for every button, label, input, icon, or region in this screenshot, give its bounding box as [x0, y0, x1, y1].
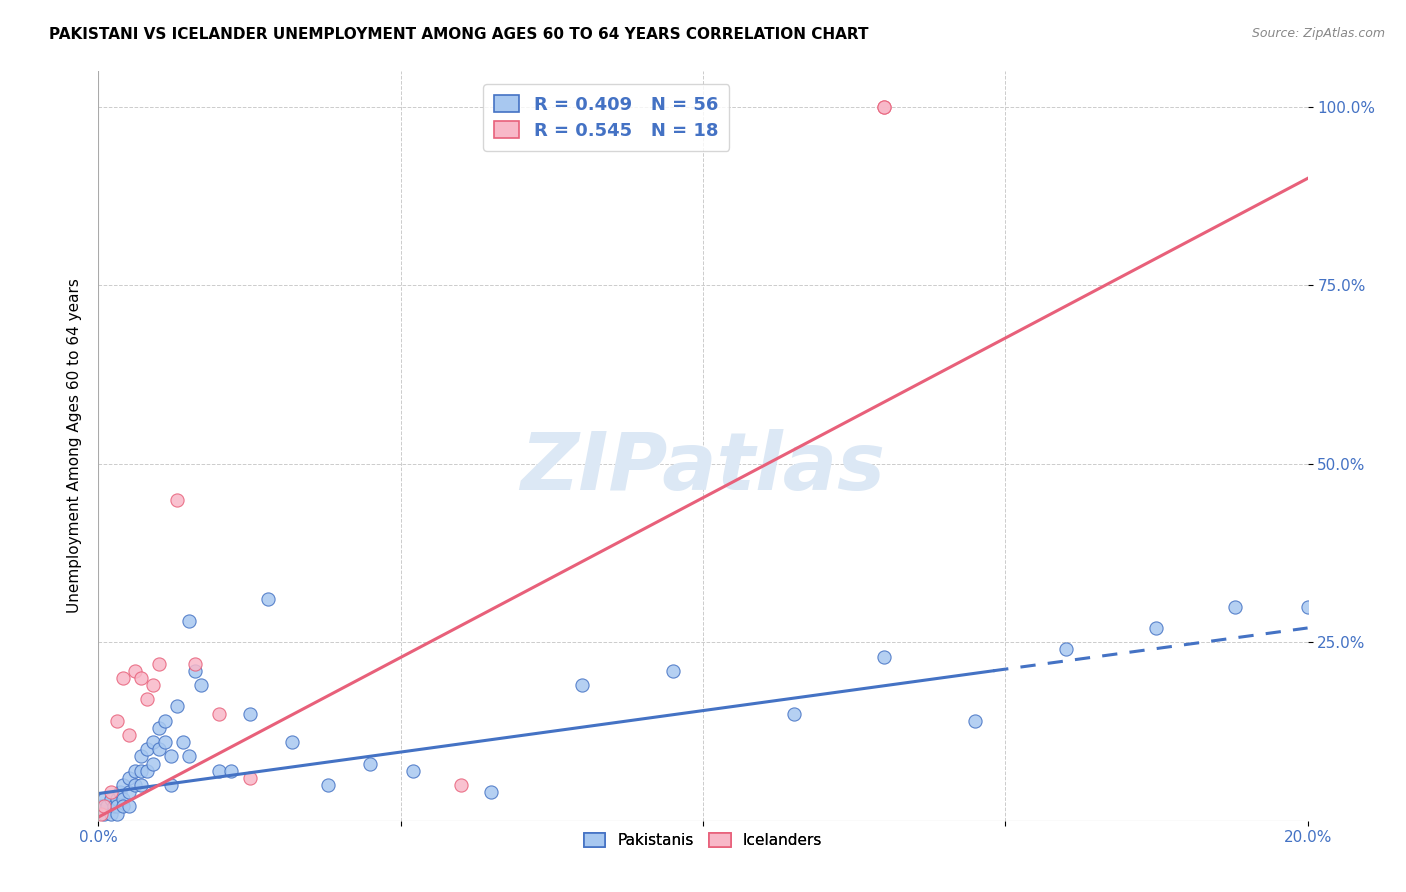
Point	[129, 778, 152, 792]
Point	[184, 664, 207, 678]
Point	[481, 785, 503, 799]
Point	[100, 806, 122, 821]
Point	[160, 778, 183, 792]
Point	[190, 678, 212, 692]
Point	[148, 742, 170, 756]
Point	[90, 806, 112, 821]
Point	[111, 799, 134, 814]
Point	[118, 799, 141, 814]
Point	[124, 778, 146, 792]
Point	[179, 614, 201, 628]
Point	[166, 699, 188, 714]
Point	[221, 764, 243, 778]
Point	[179, 749, 201, 764]
Point	[148, 721, 170, 735]
Point	[873, 100, 896, 114]
Point	[118, 771, 141, 785]
Point	[256, 592, 278, 607]
Point	[111, 792, 134, 806]
Point	[239, 706, 262, 721]
Point	[208, 764, 231, 778]
Point	[135, 742, 157, 756]
Point	[783, 706, 806, 721]
Y-axis label: Unemployment Among Ages 60 to 64 years: Unemployment Among Ages 60 to 64 years	[66, 278, 82, 614]
Point	[105, 714, 128, 728]
Point	[873, 100, 896, 114]
Text: Source: ZipAtlas.com: Source: ZipAtlas.com	[1251, 27, 1385, 40]
Point	[111, 671, 134, 685]
Point	[90, 799, 112, 814]
Point	[184, 657, 207, 671]
Point	[402, 764, 425, 778]
Point	[111, 778, 134, 792]
Point	[571, 678, 593, 692]
Point	[93, 792, 115, 806]
Text: PAKISTANI VS ICELANDER UNEMPLOYMENT AMONG AGES 60 TO 64 YEARS CORRELATION CHART: PAKISTANI VS ICELANDER UNEMPLOYMENT AMON…	[49, 27, 869, 42]
Point	[96, 799, 118, 814]
Point	[1054, 642, 1077, 657]
Text: ZIPatlas: ZIPatlas	[520, 429, 886, 508]
Point	[1144, 621, 1167, 635]
Legend: Pakistanis, Icelanders: Pakistanis, Icelanders	[578, 827, 828, 855]
Point	[148, 657, 170, 671]
Point	[105, 792, 128, 806]
Point	[108, 785, 131, 799]
Point	[450, 778, 472, 792]
Point	[105, 806, 128, 821]
Point	[316, 778, 339, 792]
Point	[105, 799, 128, 814]
Point	[129, 749, 152, 764]
Point	[360, 756, 382, 771]
Point	[239, 771, 262, 785]
Point	[208, 706, 231, 721]
Point	[281, 735, 304, 749]
Point	[160, 749, 183, 764]
Point	[129, 671, 152, 685]
Point	[124, 764, 146, 778]
Point	[166, 492, 188, 507]
Point	[1296, 599, 1319, 614]
Point	[153, 714, 176, 728]
Point	[142, 735, 165, 749]
Point	[142, 678, 165, 692]
Point	[124, 664, 146, 678]
Point	[965, 714, 987, 728]
Point	[153, 735, 176, 749]
Point	[103, 799, 125, 814]
Point	[142, 756, 165, 771]
Point	[873, 649, 896, 664]
Point	[100, 792, 122, 806]
Point	[118, 785, 141, 799]
Point	[118, 728, 141, 742]
Point	[100, 785, 122, 799]
Point	[172, 735, 194, 749]
Point	[93, 799, 115, 814]
Point	[129, 764, 152, 778]
Point	[135, 692, 157, 706]
Point	[1223, 599, 1246, 614]
Point	[93, 806, 115, 821]
Point	[661, 664, 683, 678]
Point	[135, 764, 157, 778]
